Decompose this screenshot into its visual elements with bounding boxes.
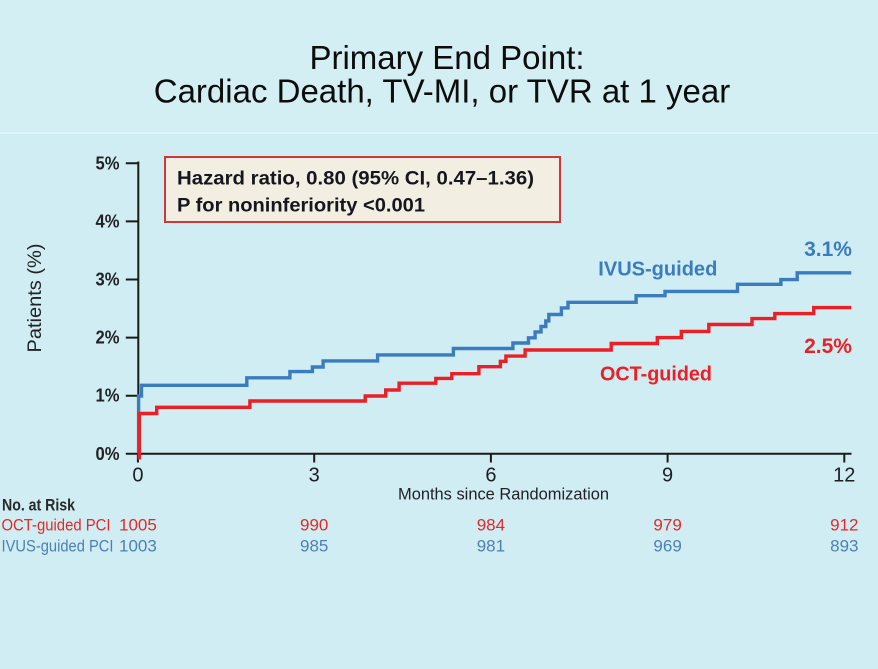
svg-text:3: 3 (309, 464, 320, 486)
svg-text:Hazard ratio, 0.80 (95% CI, 0.: Hazard ratio, 0.80 (95% CI, 0.47–1.36) (177, 168, 534, 190)
svg-text:2%: 2% (96, 327, 120, 348)
svg-text:5%: 5% (96, 152, 120, 173)
svg-text:OCT-guided: OCT-guided (600, 363, 712, 385)
svg-text:6: 6 (485, 464, 496, 486)
svg-text:12: 12 (833, 464, 855, 486)
svg-text:P for noninferiority <0.001: P for noninferiority <0.001 (177, 195, 425, 217)
svg-text:4%: 4% (96, 210, 120, 231)
svg-text:893: 893 (830, 537, 858, 556)
svg-text:1005: 1005 (119, 516, 157, 535)
svg-text:981: 981 (477, 537, 505, 556)
svg-text:Primary End Point:: Primary End Point: (309, 39, 584, 76)
svg-text:OCT-guided PCI: OCT-guided PCI (2, 516, 111, 535)
svg-text:No. at Risk: No. at Risk (2, 497, 76, 515)
svg-text:IVUS-guided: IVUS-guided (598, 258, 717, 280)
svg-text:984: 984 (477, 516, 505, 535)
svg-text:912: 912 (830, 516, 858, 535)
svg-text:1%: 1% (96, 385, 120, 406)
svg-text:990: 990 (300, 516, 328, 535)
svg-text:2.5%: 2.5% (804, 335, 852, 358)
svg-text:3.1%: 3.1% (804, 238, 852, 261)
svg-text:0%: 0% (96, 443, 120, 464)
svg-text:1003: 1003 (119, 537, 157, 556)
svg-text:Months since Randomization: Months since Randomization (398, 484, 609, 503)
svg-text:9: 9 (662, 464, 673, 486)
svg-text:3%: 3% (96, 269, 120, 290)
svg-text:969: 969 (653, 537, 681, 556)
svg-text:Cardiac Death, TV-MI, or TVR a: Cardiac Death, TV-MI, or TVR at 1 year (154, 73, 731, 110)
svg-text:0: 0 (132, 464, 143, 486)
svg-text:979: 979 (653, 516, 681, 535)
svg-text:985: 985 (300, 537, 328, 556)
svg-text:Patients (%): Patients (%) (24, 244, 46, 353)
svg-text:IVUS-guided PCI: IVUS-guided PCI (2, 537, 114, 556)
